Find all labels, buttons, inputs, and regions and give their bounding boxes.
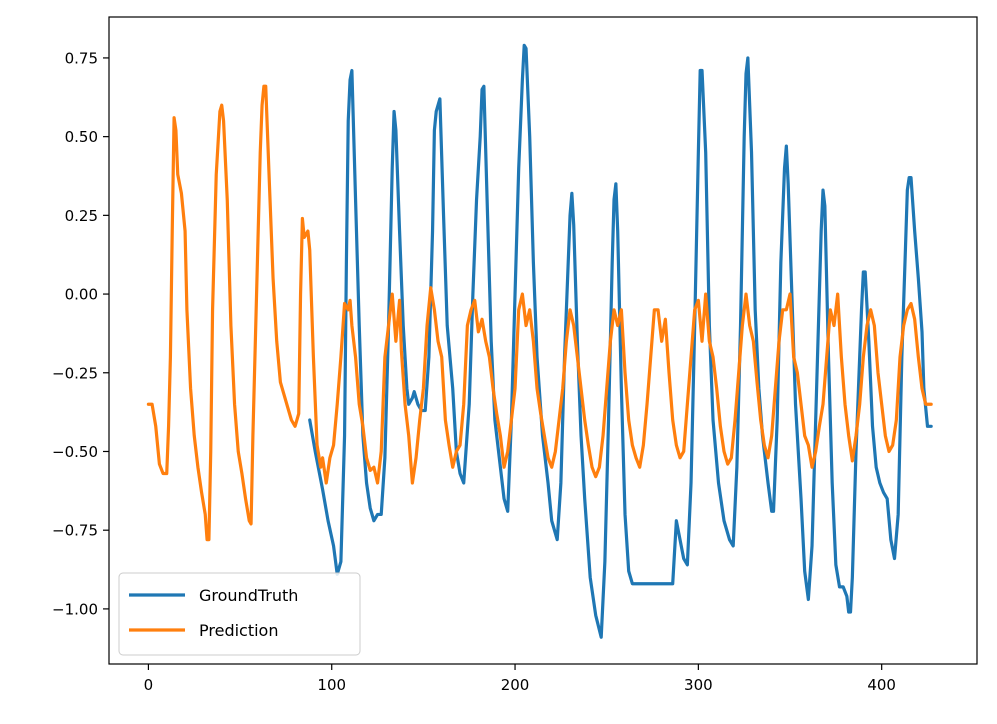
x-tick-label: 200 — [501, 676, 530, 694]
x-tick-label: 400 — [867, 676, 896, 694]
x-tick-label: 0 — [144, 676, 154, 694]
series-line-prediction — [146, 84, 933, 542]
series-line-groundtruth — [308, 43, 933, 639]
y-tick-label: −0.50 — [52, 443, 98, 461]
y-tick-label: −0.75 — [52, 522, 98, 540]
x-tick-label: 300 — [684, 676, 713, 694]
y-tick-label: 0.00 — [65, 286, 98, 304]
y-tick-label: 0.75 — [65, 49, 98, 67]
plot-frame — [108, 16, 978, 665]
y-tick-label: 0.50 — [65, 128, 98, 146]
x-tick-label: 100 — [317, 676, 346, 694]
y-tick-label: 0.25 — [65, 207, 98, 225]
legend: GroundTruth Prediction — [118, 572, 361, 656]
series-layer — [146, 43, 933, 639]
y-tick-label: −0.25 — [52, 364, 98, 382]
axes-layer: 0 100 200 300 400 0.75 0.50 0.25 0.00 −0.25 −0.50 −… — [52, 16, 978, 694]
y-tick-label: −1.00 — [52, 600, 98, 618]
legend-label-groundtruth: GroundTruth — [199, 586, 298, 605]
legend-label-prediction: Prediction — [199, 621, 278, 640]
